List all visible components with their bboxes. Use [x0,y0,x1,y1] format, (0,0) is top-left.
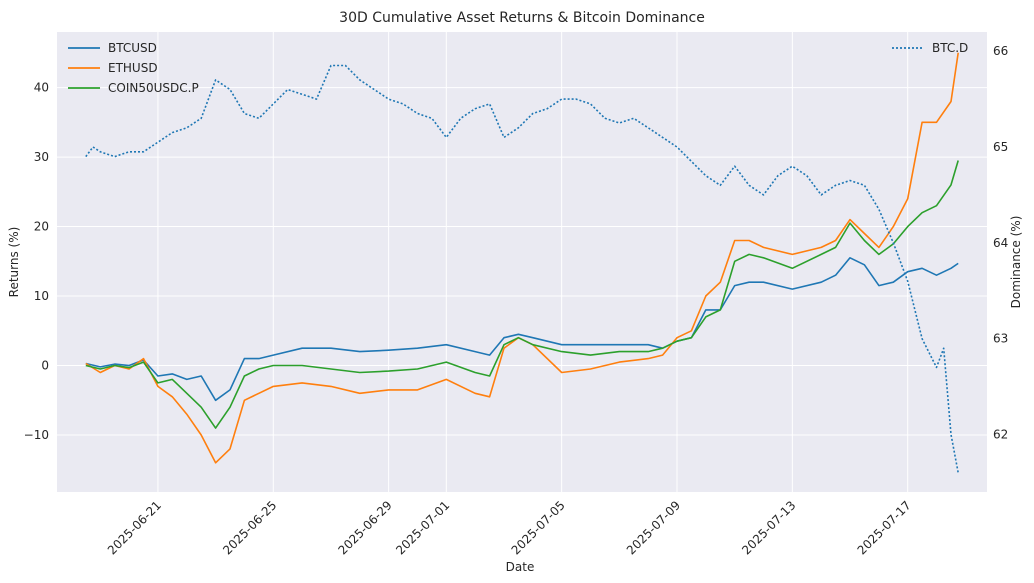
legend-label-coin50: COIN50USDC.P [108,81,199,95]
plot-background [57,32,987,492]
y-tick-label: −10 [24,428,49,442]
chart-title: 30D Cumulative Asset Returns & Bitcoin D… [339,10,705,26]
x-axis-ticks: 2025-06-21 2025-06-25 2025-06-292025-07-01… [105,498,914,557]
y-tick-label: 20 [34,220,49,234]
legend-left: BTCUSD ETHUSD COIN50USDC.P [68,41,199,95]
series-layer [85,52,959,473]
y-tick-label: 0 [41,359,49,373]
x-tick-label: 2025-06-25 [220,498,279,557]
y2-tick-label: 66 [993,44,1008,58]
legend-right: BTC.D [892,41,968,55]
y2-tick-label: 65 [993,140,1008,154]
x-tick-label: 2025-06-29 [336,498,395,557]
y-axis-ticks: −10 0 10 20 30 40 [24,81,49,442]
legend-label-ethusd: ETHUSD [108,61,158,75]
y-tick-label: 30 [34,150,49,164]
x-tick-label: 2025-07-09 [624,498,683,557]
legend-label-btcusd: BTCUSD [108,41,157,55]
x-tick-label: 2025-07-05 [509,498,568,557]
y2-tick-label: 62 [993,428,1008,442]
y-tick-label: 40 [34,81,49,95]
y-tick-label: 10 [34,289,49,303]
x-tick-label: 2025-07-13 [739,498,798,557]
y2-tick-label: 64 [993,236,1008,250]
x-tick-label: 2025-06-21 [105,498,164,557]
y2-tick-label: 63 [993,332,1008,346]
series-line-btc-d [85,64,959,473]
series-line-coin50usdc-p [85,160,959,429]
grid-lines [57,32,987,492]
x-tick-label: 2025-07-01 [393,498,452,557]
y2-axis-ticks: 62 63 64 65 66 [993,44,1008,441]
y-axis-title: Returns (%) [7,227,21,298]
legend-label-btcd: BTC.D [932,41,968,55]
x-tick-label: 2025-07-17 [855,498,914,557]
series-line-btcusd [85,256,959,402]
x-axis-title: Date [506,560,535,574]
y2-axis-title: Dominance (%) [1009,216,1023,309]
